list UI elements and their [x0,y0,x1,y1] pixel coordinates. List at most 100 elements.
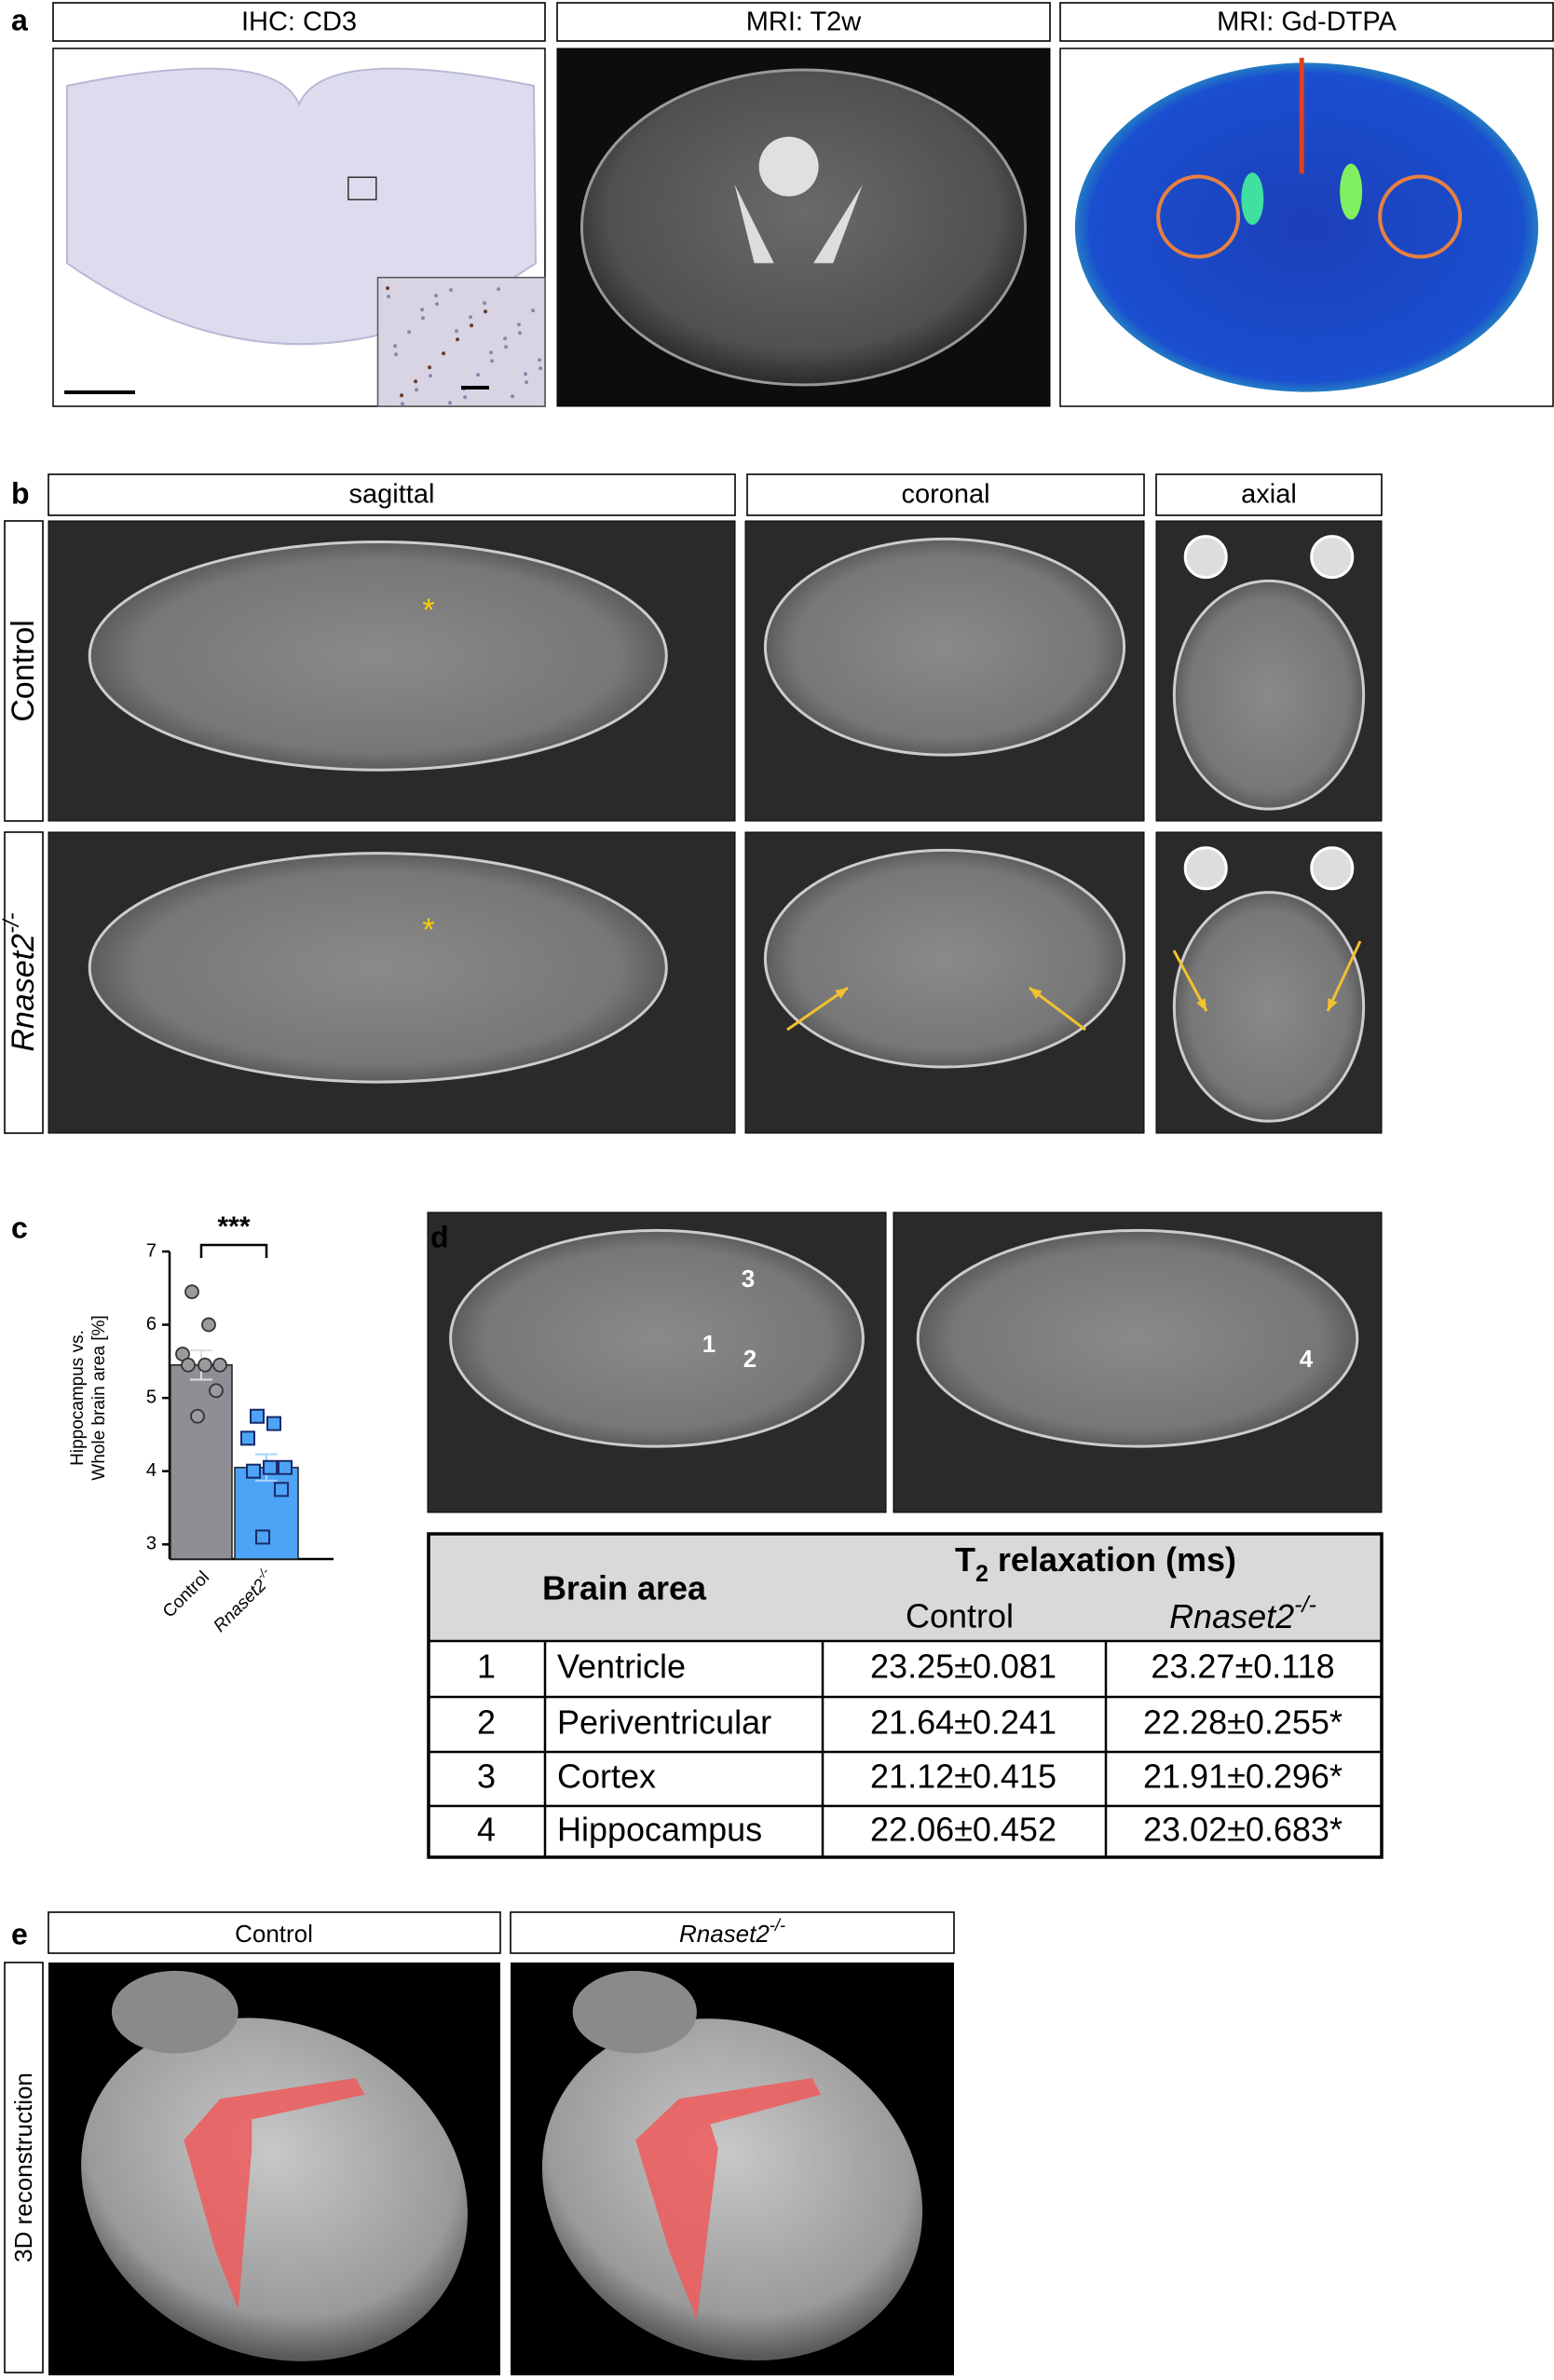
cell [484,309,488,314]
cell [420,308,425,312]
data-point [198,1357,212,1373]
header-box [48,473,736,516]
arrow-head [835,988,848,999]
ventricle-3d [635,2078,822,2319]
table-cell: 21.12±0.415 [870,1758,1056,1796]
brain [81,2018,468,2361]
ventricle [758,136,819,197]
brain [541,2018,923,2361]
y-tick-label: 4 [146,1460,157,1481]
y-axis-label-line: Whole brain area [%] [89,1315,109,1480]
table-cell: 23.27±0.118 [1151,1648,1334,1686]
row-label-box [4,1962,44,2373]
y-tick-label: 6 [146,1314,157,1334]
y-tick-label: 3 [146,1534,157,1554]
arrow [1326,940,1362,1012]
brain [1172,891,1366,1123]
header-box [48,1911,501,1954]
cell [504,345,509,349]
column-header-sup: -/- [770,1916,785,1935]
brain [1172,579,1366,811]
data-point [255,1529,270,1545]
brain [88,540,668,772]
roi [1156,174,1241,259]
table-cell: 3 [477,1758,496,1796]
hotspot [1340,163,1363,220]
table-header-bg [429,1534,1382,1641]
table-cell: 23.25±0.081 [870,1648,1056,1686]
panel-label: d [430,1220,449,1253]
table-header: Control [906,1597,1014,1635]
cell [456,337,460,342]
data-point [263,1459,278,1475]
cell [524,372,528,376]
data-point [190,1408,205,1424]
header-box [52,2,546,42]
cell [490,359,495,363]
cell [407,330,412,335]
column-header: coronal [901,480,989,510]
table-header-sup: -/- [1294,1592,1316,1618]
panel-label: a [11,3,28,36]
roi [1378,174,1463,259]
panel-label: c [11,1211,28,1244]
table-body-bg [429,1641,1382,1857]
cell [483,301,487,306]
brain [88,852,668,1084]
cell [415,388,419,392]
panel-label: b [11,476,30,510]
table-cell: 21.64±0.241 [870,1703,1056,1742]
cell [538,358,542,362]
cell [518,331,523,335]
inset-box [348,176,377,200]
cell [448,401,453,405]
cell [393,344,398,349]
cell [489,350,494,355]
row-label-box [4,831,44,1134]
table-cell: Periventricular [557,1703,771,1742]
table-header-part: relaxation (ms) [988,1540,1236,1579]
cell [455,329,459,334]
cell [428,365,432,370]
region-number: 2 [743,1345,757,1373]
column-header: axial [1241,480,1297,510]
cell [470,323,474,328]
x-tick-label-base: Control [159,1567,213,1621]
brain [579,68,1028,387]
table-cell: Ventricle [557,1648,686,1686]
arrow-head [1328,998,1338,1011]
data-point [266,1416,281,1431]
data-point [246,1463,261,1479]
arrow-head [1029,988,1043,1000]
table-header-part: T [955,1540,975,1579]
cell [525,380,529,385]
cell [538,366,543,371]
panel-label: e [11,1917,28,1950]
cell [421,316,426,321]
cell [401,402,405,406]
y-axis-label: Hippocampus vs. Whole brain area [%] [68,1315,109,1480]
brain [763,537,1126,757]
significance-label: *** [217,1211,250,1242]
header-box [1155,473,1383,516]
region-number: 4 [1300,1345,1314,1373]
row-label: Rnaset2-/- [0,912,41,1051]
cell [476,373,481,377]
brain [449,1228,865,1448]
table-cell: 21.91±0.296* [1143,1758,1343,1796]
column-header: Control [235,1920,313,1948]
data-point [184,1284,199,1300]
cell [517,322,522,327]
ventricle-3d [184,2078,365,2310]
header-box [556,2,1051,42]
eye [1183,535,1228,580]
cell [387,294,391,299]
brain [916,1228,1359,1448]
table-border [427,1532,1384,1859]
cell [503,336,508,341]
cell [394,352,399,357]
data-point [278,1459,293,1475]
table-header: Rnaset2-/- [1169,1592,1316,1635]
column-header: sagittal [349,480,435,510]
table-cell: 1 [477,1648,496,1686]
